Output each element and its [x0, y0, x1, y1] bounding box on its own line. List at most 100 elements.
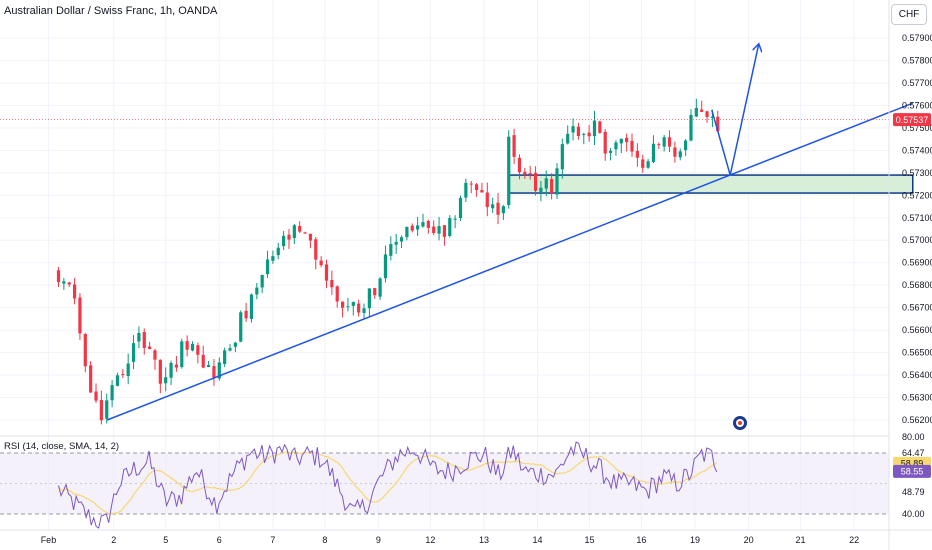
candle-body: [255, 287, 259, 295]
candle-body: [228, 348, 232, 351]
price-tick-label: 0.56300: [902, 393, 932, 403]
candle-body: [244, 310, 248, 319]
candle-body: [196, 345, 200, 355]
candle-body: [485, 192, 489, 208]
drawings-front[interactable]: [0, 45, 914, 430]
currency-button[interactable]: CHF: [891, 4, 927, 25]
candle-body: [174, 364, 179, 368]
candle-body: [362, 308, 366, 313]
rsi-sma-value-tag: 58.89: [901, 459, 924, 469]
candle-body: [89, 365, 93, 393]
candle-body: [110, 385, 114, 401]
candle-body: [608, 150, 613, 153]
candle-body: [373, 288, 377, 296]
candle-body: [592, 120, 597, 137]
candle-body: [689, 114, 693, 141]
rsi-value-tag-bg: [893, 464, 931, 478]
candle-body: [700, 109, 704, 112]
candle-body: [239, 312, 243, 342]
price-tick-label: 0.56700: [902, 303, 932, 313]
rsi-legend: RSI (14, close, SMA, 14, 2): [4, 441, 120, 452]
price-axis[interactable]: 0.57900 0.57800 0.57700 0.57600 0.57500 0.574…: [888, 0, 932, 550]
time-tick-label: 15: [584, 535, 594, 545]
candle-body: [137, 333, 141, 342]
candle-body: [598, 121, 602, 133]
price-tick-label: 0.56400: [902, 370, 932, 380]
candle-body: [190, 343, 195, 351]
time-axis[interactable]: Feb 2 5 6 7 8 9 12 13 14 15 16 19 20 21 22: [0, 529, 932, 545]
price-tick-label: 0.56500: [902, 348, 932, 358]
rsi-tick-label: 64.47: [902, 448, 925, 458]
candle-body: [206, 365, 211, 368]
candle-body: [303, 232, 307, 234]
rsi-tick-label: 48.79: [902, 487, 925, 497]
candle-body: [464, 182, 468, 198]
candle-body: [625, 137, 629, 143]
candle-body: [292, 225, 296, 239]
price-tick-label: 0.57200: [902, 190, 932, 200]
candle-body: [603, 131, 607, 154]
price-tick-label: 0.57900: [902, 33, 932, 43]
candle-body: [619, 138, 623, 144]
candle-body: [319, 260, 323, 266]
candle-body: [324, 264, 329, 281]
candle-body: [705, 111, 709, 117]
candle-body: [523, 171, 527, 175]
candle-body: [448, 218, 452, 236]
candle-body: [555, 168, 559, 195]
candle-body: [378, 278, 382, 297]
candle-body: [105, 400, 109, 419]
candle-body: [410, 225, 414, 231]
candle-body: [550, 179, 554, 194]
candle-body: [94, 391, 98, 401]
candle-body: [416, 225, 420, 230]
candle-body: [512, 135, 516, 157]
candle-body: [298, 225, 302, 232]
candle-body: [260, 275, 264, 288]
candle-body: [185, 341, 189, 350]
price-tick-label: 0.56800: [902, 280, 932, 290]
rsi-tick-label: 80.00: [902, 432, 925, 442]
time-tick-label: 5: [163, 535, 168, 545]
candle-body: [474, 184, 479, 190]
candle-body: [67, 282, 71, 285]
candle-body: [491, 204, 495, 209]
rsi-line: [58, 441, 718, 529]
candle-body: [340, 301, 345, 308]
rsi-value-tag: 58.55: [901, 467, 924, 477]
price-tick-label: 0.57300: [902, 168, 932, 178]
candle-body: [673, 147, 677, 157]
candle-body: [394, 241, 398, 245]
candle-body: [287, 234, 291, 240]
projection-arrow: [711, 45, 759, 176]
candle-body: [276, 247, 280, 256]
candle-body: [383, 254, 388, 279]
candle-body: [480, 189, 484, 193]
candle-body: [249, 294, 254, 319]
rsi-panel: [0, 441, 889, 529]
time-tick-label: 19: [690, 535, 700, 545]
candle-body: [78, 297, 82, 334]
candle-body: [641, 159, 645, 168]
candle-body: [432, 226, 436, 233]
candle-body: [265, 259, 270, 275]
drawings-back: [508, 174, 914, 194]
candle-body: [335, 286, 339, 302]
candle-body: [126, 363, 130, 377]
price-tick-label: 0.57000: [902, 235, 932, 245]
time-tick-label: 9: [376, 535, 381, 545]
candlestick-series: [56, 98, 720, 425]
candle-body: [533, 172, 538, 191]
support-zone: [508, 174, 914, 194]
candle-body: [694, 107, 698, 117]
candle-body: [99, 400, 103, 421]
last-price-tag-bg: [893, 113, 931, 127]
candle-body: [469, 183, 473, 185]
time-tick-label: 16: [636, 535, 646, 545]
candle-body: [582, 133, 586, 135]
candle-body: [426, 221, 430, 228]
time-tick-label: 2: [111, 535, 116, 545]
rsi-tick-label: 40.00: [902, 509, 925, 519]
